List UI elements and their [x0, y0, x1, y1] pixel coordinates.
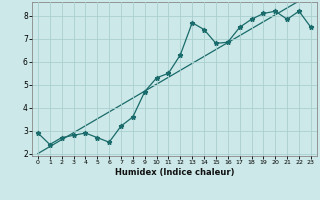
X-axis label: Humidex (Indice chaleur): Humidex (Indice chaleur): [115, 168, 234, 177]
